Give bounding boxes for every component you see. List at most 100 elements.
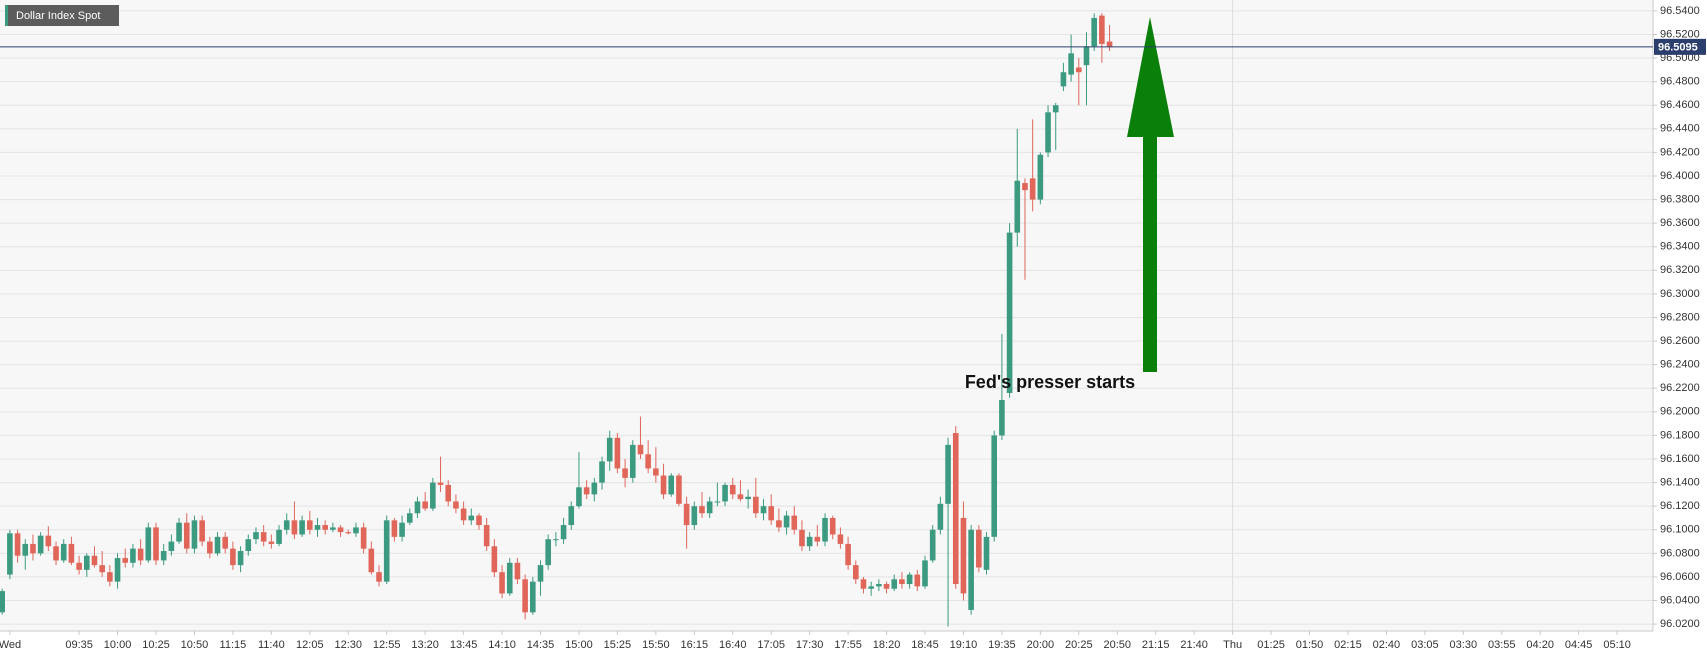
y-tick-label: 96.2200	[1660, 382, 1700, 394]
grid-layer	[0, 0, 1653, 631]
y-tick-label: 96.0400	[1660, 594, 1700, 606]
candle-body	[683, 503, 690, 526]
candle-body	[599, 461, 605, 483]
candle-body	[653, 468, 659, 476]
candle-body	[776, 520, 782, 528]
candle-body	[537, 565, 544, 582]
candle-body	[906, 574, 913, 585]
candle-body	[806, 536, 813, 547]
candle-body	[699, 506, 705, 514]
y-tick-label: 96.3400	[1660, 241, 1700, 253]
candle-body	[783, 515, 790, 528]
annotation: Fed's presser starts	[965, 372, 1135, 392]
x-tick-label: 04:45	[1565, 639, 1593, 651]
y-tick-label: 96.1400	[1660, 477, 1700, 489]
candle-body	[260, 532, 267, 542]
chart-title: Dollar Index Spot	[16, 10, 100, 22]
candle-body	[107, 572, 113, 582]
x-tick-label: 05:10	[1603, 639, 1631, 651]
candle-body	[706, 501, 713, 514]
candle-body	[822, 517, 828, 542]
annotation-arrow	[1127, 17, 1174, 372]
candle-body	[522, 579, 528, 613]
last-price-box	[1654, 38, 1706, 55]
candle-body	[1060, 72, 1067, 87]
candle-body	[437, 482, 444, 485]
y-tick-label: 96.3600	[1660, 217, 1700, 229]
candle-body	[60, 543, 67, 561]
candle-body	[591, 482, 598, 495]
candle-body	[1076, 67, 1082, 73]
candle-body	[668, 475, 675, 495]
x-tick-label: Wed	[0, 639, 21, 651]
candle-body	[876, 584, 882, 587]
x-tick-label: 03:30	[1450, 639, 1478, 651]
y-tick-label: 96.0600	[1660, 571, 1700, 583]
x-tick-label: 16:40	[719, 639, 747, 651]
candle-body	[468, 515, 475, 521]
candle-body	[476, 515, 482, 526]
x-tick-label: 16:15	[681, 639, 709, 651]
candle-body	[629, 444, 636, 478]
x-tick-label: 10:50	[181, 639, 209, 651]
candle-body	[491, 546, 498, 573]
x-tick-label: 20:25	[1065, 639, 1093, 651]
candle-body	[68, 543, 75, 563]
candle-body	[322, 525, 328, 530]
candle-body	[922, 560, 928, 587]
candle-body	[991, 435, 998, 537]
candle-body	[676, 475, 682, 504]
x-tick-label: 17:55	[834, 639, 862, 651]
candle-body	[483, 525, 490, 547]
candle-body	[214, 536, 221, 554]
x-tick-label: 15:25	[604, 639, 632, 651]
y-tick-label: 96.1800	[1660, 429, 1700, 441]
y-tick-label: 96.0800	[1660, 547, 1700, 559]
x-tick-label: 14:35	[527, 639, 555, 651]
candle-body	[314, 525, 321, 530]
candle-body	[583, 487, 590, 495]
candle-body	[737, 494, 744, 500]
y-tick-label: 96.2400	[1660, 359, 1700, 371]
candle-body	[130, 548, 136, 563]
candle-body	[345, 532, 352, 534]
candle-body	[37, 535, 44, 554]
candle-body	[499, 572, 505, 594]
x-tick-label: 19:10	[950, 639, 978, 651]
candle-body	[837, 534, 844, 544]
candle-body	[145, 527, 152, 561]
candles	[0, 13, 1113, 627]
y-tick-label: 96.1000	[1660, 524, 1700, 536]
y-tick-label: 96.5200	[1660, 28, 1700, 40]
x-tick-label: 18:45	[911, 639, 939, 651]
candle-body	[506, 562, 513, 594]
candle-body	[545, 539, 551, 566]
y-tick-label: 96.4000	[1660, 170, 1700, 182]
x-tick-label: 18:20	[873, 639, 901, 651]
candle-body	[368, 548, 375, 573]
x-tick-label: 17:30	[796, 639, 824, 651]
candle-body	[1014, 180, 1021, 233]
candle-body	[999, 400, 1005, 436]
arrow	[1127, 17, 1174, 372]
candle-body	[868, 586, 874, 589]
x-tick-label: 04:20	[1526, 639, 1554, 651]
x-tick-label: 21:40	[1180, 639, 1208, 651]
candle-body	[1045, 112, 1051, 153]
candle-body	[176, 522, 182, 542]
candle-body	[645, 454, 651, 469]
y-tick-label: 96.0200	[1660, 618, 1700, 630]
candle-body	[276, 529, 282, 544]
x-tick-label: 13:45	[450, 639, 478, 651]
candle-body	[160, 550, 167, 561]
candle-body	[91, 555, 98, 566]
candle-body	[968, 529, 974, 610]
y-tick-label: 96.4800	[1660, 76, 1700, 88]
candle-body	[1083, 46, 1090, 66]
candle-body	[22, 543, 29, 556]
candle-body	[230, 548, 236, 566]
candle-body	[222, 536, 229, 549]
candle-body	[1091, 17, 1097, 47]
y-tick-label: 96.5400	[1660, 5, 1700, 17]
